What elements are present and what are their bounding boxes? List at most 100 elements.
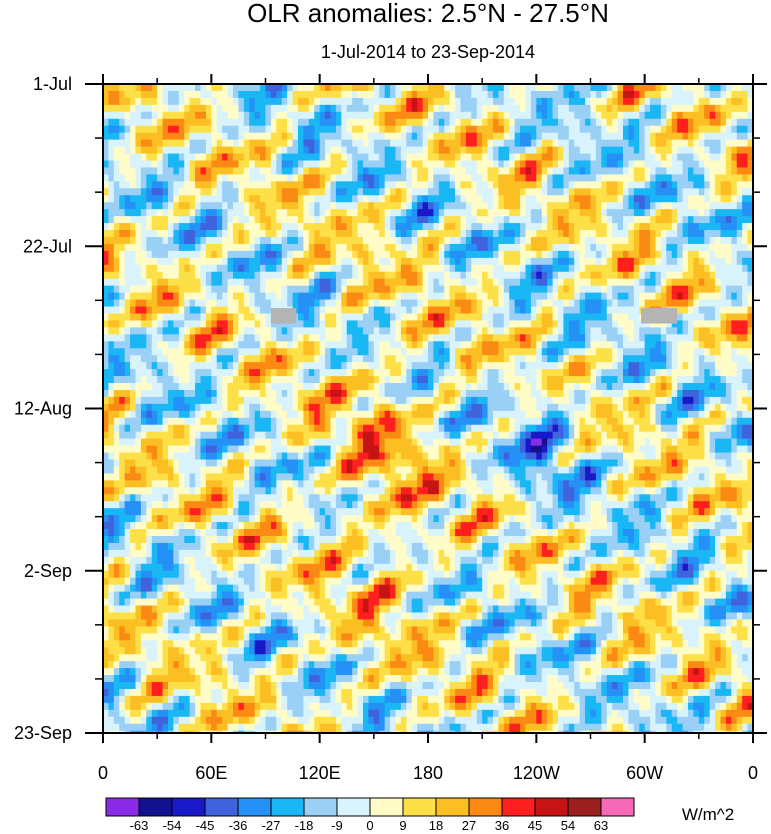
heatmap-cell (373, 459, 380, 467)
heatmap-cell (157, 118, 163, 127)
heatmap-cell (200, 598, 207, 606)
heatmap-cell (308, 529, 315, 537)
heatmap-cell (184, 508, 191, 516)
heatmap-cell (335, 487, 342, 495)
heatmap-cell (303, 362, 310, 370)
heatmap-cell (379, 709, 386, 718)
heatmap-cell (113, 709, 120, 718)
heatmap-cell (119, 577, 126, 586)
heatmap-cell (341, 535, 348, 544)
heatmap-cell (140, 466, 147, 474)
heatmap-cell (238, 313, 245, 321)
heatmap-cell (357, 605, 364, 613)
heatmap-cell (195, 410, 201, 419)
heatmap-cell (233, 619, 239, 627)
heatmap-cell (216, 688, 223, 697)
heatmap-cell (341, 682, 348, 690)
heatmap-cell (233, 383, 239, 391)
heatmap-cell (308, 424, 315, 433)
heatmap-cell (119, 334, 126, 342)
heatmap-cell (341, 695, 348, 704)
heatmap-cell (243, 104, 250, 113)
heatmap-cell (352, 202, 358, 210)
heatmap-cell (276, 90, 283, 99)
heatmap-cell (233, 223, 239, 231)
heatmap-cell (200, 626, 207, 634)
heatmap-cell (200, 111, 207, 120)
heatmap-cell (314, 403, 321, 412)
heatmap-cell (314, 348, 321, 356)
heatmap-cell (178, 327, 185, 335)
heatmap-cell (357, 334, 364, 342)
heatmap-cell (222, 320, 228, 328)
heatmap-cell (162, 723, 169, 732)
heatmap-cell (308, 264, 315, 273)
heatmap-cell (205, 466, 212, 474)
heatmap-cell (303, 549, 310, 558)
heatmap-cell (130, 389, 136, 398)
heatmap-cell (200, 584, 207, 593)
heatmap-cell (298, 494, 304, 502)
heatmap-cell (119, 654, 126, 662)
heatmap-cell (335, 292, 342, 300)
heatmap-cell (103, 556, 109, 565)
heatmap-cell (119, 709, 126, 718)
heatmap-cell (260, 167, 266, 175)
heatmap-cell (363, 584, 369, 593)
heatmap-cell (130, 702, 136, 711)
heatmap-cell (352, 612, 358, 620)
heatmap-cell (287, 591, 293, 599)
heatmap-cell (335, 619, 342, 627)
heatmap-cell (222, 709, 228, 718)
heatmap-cell (308, 181, 315, 189)
heatmap-cell (303, 90, 310, 99)
heatmap-cell (146, 313, 153, 321)
heatmap-cell (384, 195, 391, 203)
heatmap-cell (352, 668, 358, 676)
heatmap-cell (233, 348, 239, 356)
heatmap-cell (233, 424, 239, 433)
heatmap-cell (103, 271, 109, 280)
heatmap-cell (314, 84, 321, 92)
heatmap-cell (352, 334, 358, 342)
heatmap-cell (222, 202, 228, 210)
heatmap-cell (335, 118, 342, 127)
heatmap-cell (227, 306, 234, 314)
heatmap-cell (108, 577, 115, 586)
heatmap-cell (243, 438, 250, 446)
heatmap-cell (330, 355, 337, 363)
heatmap-cell (205, 647, 212, 655)
heatmap-cell (119, 369, 126, 377)
heatmap-cell (352, 362, 358, 370)
heatmap-cell (341, 459, 348, 467)
heatmap-cell (363, 243, 369, 252)
heatmap-cell (270, 230, 277, 238)
heatmap-cell (249, 563, 256, 572)
heatmap-cell (211, 125, 218, 134)
heatmap-cell (178, 661, 185, 669)
heatmap-cell (308, 188, 315, 196)
heatmap-cell (292, 598, 299, 606)
heatmap-cell (233, 445, 239, 453)
heatmap-cell (216, 299, 223, 307)
heatmap-cell (325, 243, 331, 252)
heatmap-cell (287, 369, 293, 377)
heatmap-cell (308, 709, 315, 718)
heatmap-cell (162, 577, 169, 586)
heatmap-cell (243, 118, 250, 127)
heatmap-cell (124, 612, 131, 620)
heatmap-cell (363, 612, 369, 620)
heatmap-cell (298, 383, 304, 391)
heatmap-cell (314, 508, 321, 516)
heatmap-cell (352, 709, 358, 718)
heatmap-cell (352, 702, 358, 711)
heatmap-cell (146, 132, 153, 141)
heatmap-cell (238, 146, 245, 154)
heatmap-cell (303, 487, 310, 495)
heatmap-cell (325, 640, 331, 648)
heatmap-cell (287, 362, 293, 370)
heatmap-cell (227, 257, 234, 266)
heatmap-cell (384, 111, 391, 120)
heatmap-cell (373, 104, 380, 113)
heatmap-cell (270, 675, 277, 683)
